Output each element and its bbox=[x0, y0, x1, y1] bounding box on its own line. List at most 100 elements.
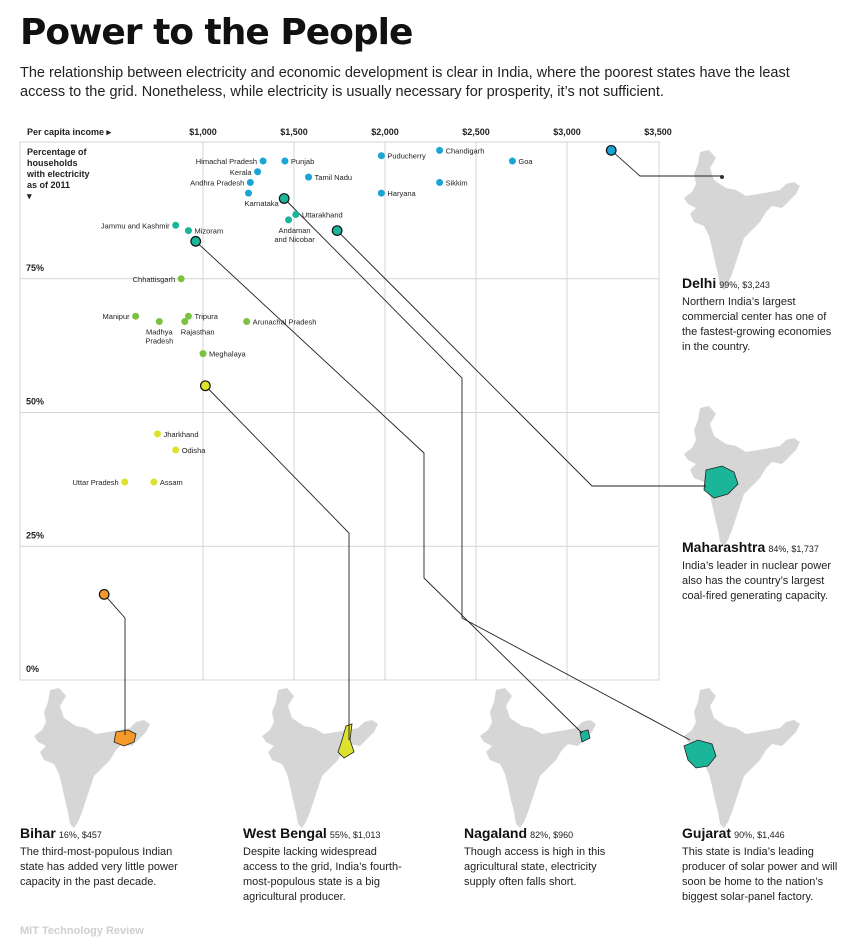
leader-gujarat bbox=[283, 198, 691, 741]
callout-stats: 90%, $1,446 bbox=[734, 830, 785, 840]
point-andaman-and-nicobar bbox=[285, 216, 293, 224]
india-silhouette bbox=[480, 688, 596, 828]
point-label-tamil-nadu: Tamil Nadu bbox=[315, 173, 353, 182]
y-tick-label: 75% bbox=[26, 263, 44, 273]
chart-subtitle: The relationship between electricity and… bbox=[20, 65, 790, 100]
point-chandigarh bbox=[436, 146, 444, 154]
callout-name: Maharashtra bbox=[682, 539, 766, 555]
grid bbox=[19, 141, 660, 681]
leader-nagaland bbox=[195, 240, 583, 734]
point-label-tripura: Tripura bbox=[194, 312, 218, 321]
y-axis-label-line: with electricity bbox=[26, 169, 90, 179]
leader-bihar bbox=[103, 594, 126, 735]
leader-lines bbox=[103, 150, 722, 741]
highlight-state-maharashtra bbox=[703, 465, 739, 499]
point-label-uttar-pradesh: Uttar Pradesh bbox=[72, 478, 118, 487]
point-himachal-pradesh bbox=[259, 157, 267, 165]
y-tick-label: 0% bbox=[26, 664, 39, 674]
y-axis-label-line: households bbox=[27, 158, 78, 168]
india-silhouette bbox=[684, 150, 800, 290]
point-chhattisgarh bbox=[177, 275, 185, 283]
point-label-andhra-pradesh: Andhra Pradesh bbox=[190, 178, 244, 187]
highlight-state-west-bengal bbox=[337, 723, 355, 759]
y-axis-label-line: ▾ bbox=[26, 191, 32, 201]
leader-maharashtra bbox=[336, 230, 706, 487]
point-goa bbox=[508, 157, 516, 165]
point-tripura bbox=[184, 312, 192, 320]
callout-desc: Northern India’s largest commercial cent… bbox=[682, 296, 832, 353]
callout-stats: 55%, $1,013 bbox=[329, 830, 381, 840]
point-jammu-and-kashmir bbox=[172, 221, 180, 229]
point-puducherry bbox=[377, 152, 385, 160]
point-uttar-pradesh bbox=[121, 478, 129, 486]
point-label-madhya-pradesh: Madhya Pradesh bbox=[145, 328, 173, 346]
point-mizoram bbox=[184, 227, 192, 235]
highlight-state-bihar bbox=[113, 729, 137, 747]
callout-nagaland: Nagaland 82%, $960 Though access is high… bbox=[464, 826, 629, 890]
point-gujarat bbox=[278, 193, 290, 204]
point-bihar bbox=[98, 589, 110, 600]
callout-name: Nagaland bbox=[464, 825, 528, 841]
callout-desc: This state is India’s leading producer o… bbox=[682, 846, 838, 903]
point-delhi bbox=[605, 144, 617, 156]
point-sikkim bbox=[436, 178, 444, 186]
point-label-jharkhand: Jharkhand bbox=[164, 430, 199, 439]
india-map-delhi bbox=[684, 150, 800, 290]
india-maps bbox=[34, 150, 800, 828]
point-karnataka bbox=[245, 189, 252, 197]
leader-west-bengal bbox=[205, 385, 350, 740]
india-silhouette bbox=[684, 688, 800, 828]
point-label-andaman-and-nicobar: Andaman and Nicobar bbox=[274, 226, 315, 244]
callout-gujarat: Gujarat 90%, $1,446 This state is India’… bbox=[682, 826, 847, 905]
callout-stats: 82%, $960 bbox=[530, 830, 574, 840]
point-label-jammu-and-kashmir: Jammu and Kashmir bbox=[101, 221, 170, 230]
point-label-punjab: Punjab bbox=[291, 157, 314, 166]
callout-desc: The third-most-populous Indian state has… bbox=[20, 846, 178, 888]
y-tick-label: 25% bbox=[26, 530, 44, 540]
india-silhouette bbox=[684, 406, 800, 546]
point-label-haryana: Haryana bbox=[387, 189, 416, 198]
callout-name: Gujarat bbox=[682, 825, 732, 841]
callout-delhi: Delhi 99%, $3,243 Northern India’s large… bbox=[682, 276, 842, 355]
callout-maharashtra: Maharashtra 84%, $1,737 India’s leader i… bbox=[682, 540, 847, 604]
point-punjab bbox=[281, 157, 289, 165]
highlight-state-gujarat bbox=[683, 739, 717, 769]
point-west-bengal bbox=[199, 380, 211, 392]
point-jharkhand bbox=[154, 430, 161, 438]
callout-stats: 16%, $457 bbox=[58, 830, 102, 840]
callout-desc: India’s leader in nuclear power also has… bbox=[682, 560, 831, 602]
point-label-manipur: Manipur bbox=[103, 312, 131, 321]
point-maharashtra bbox=[331, 225, 343, 237]
point-labels: Himachal Pradesh Punjab Kerala Tamil Nadu An… bbox=[72, 146, 533, 487]
source-credit: MIT Technology Review bbox=[20, 925, 144, 937]
india-map-west-bengal bbox=[262, 688, 378, 828]
callout-name: West Bengal bbox=[243, 825, 327, 841]
callout-stats: 84%, $1,737 bbox=[768, 544, 819, 554]
point-label-chhattisgarh: Chhattisgarh bbox=[133, 275, 176, 284]
point-uttarakhand bbox=[292, 211, 300, 219]
point-haryana bbox=[377, 189, 385, 197]
x-tick-label: $1,000 bbox=[189, 127, 217, 137]
x-tick-label: $3,500 bbox=[644, 127, 672, 137]
y-axis-label-line: Percentage of bbox=[27, 147, 88, 157]
callout-desc: Despite lacking widespread access to the… bbox=[243, 846, 402, 903]
callout-desc: Though access is high in this agricultur… bbox=[464, 846, 606, 888]
point-label-sikkim: Sikkim bbox=[446, 178, 468, 187]
point-arunachal-pradesh bbox=[243, 318, 251, 326]
point-nagaland bbox=[190, 235, 202, 247]
callout-bihar: Bihar 16%, $457 The third-most-populous … bbox=[20, 826, 190, 890]
point-label-assam: Assam bbox=[160, 478, 183, 487]
point-label-karnataka: Karnataka bbox=[245, 199, 280, 208]
india-map-nagaland bbox=[480, 688, 596, 828]
point-assam bbox=[150, 478, 158, 486]
point-label-puducherry: Puducherry bbox=[387, 152, 426, 161]
point-madhya-pradesh bbox=[155, 318, 163, 326]
x-tick-label: $1,500 bbox=[280, 127, 308, 137]
x-axis-label: Per capita income ▸ bbox=[27, 127, 112, 137]
data-points bbox=[98, 144, 617, 600]
point-label-himachal-pradesh: Himachal Pradesh bbox=[196, 157, 257, 166]
point-label-meghalaya: Meghalaya bbox=[209, 350, 247, 359]
point-label-mizoram: Mizoram bbox=[194, 227, 223, 236]
leader-delhi bbox=[610, 150, 722, 177]
